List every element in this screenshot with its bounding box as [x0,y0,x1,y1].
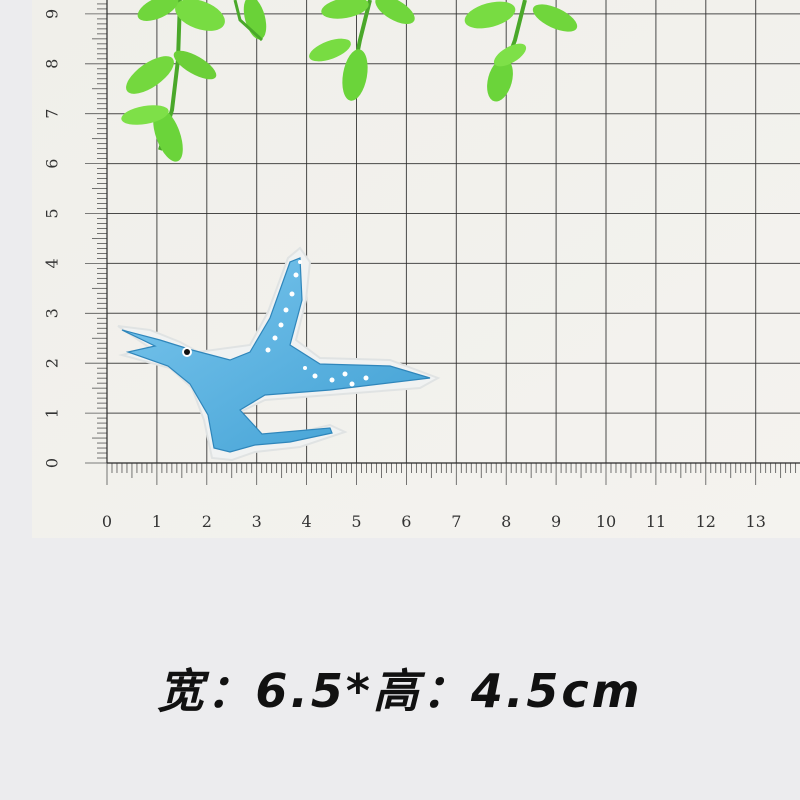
x-tick-label: 11 [646,512,666,531]
leaf-sprigs [121,0,578,162]
y-tick-label: 0 [43,458,62,468]
x-tick-label: 2 [202,512,212,531]
size-caption: 宽：6.5*高：4.5cm [157,664,643,718]
x-tick-label: 3 [252,512,262,531]
y-tick-label: 1 [43,408,62,418]
grid-paper [32,0,800,538]
x-tick-label: 9 [551,512,561,531]
x-tick-label: 5 [351,512,361,531]
pterosaur-patch [117,246,441,462]
x-tick-label: 8 [501,512,511,531]
x-tick-label: 12 [696,512,716,531]
x-tick-label: 10 [596,512,616,531]
y-tick-label: 9 [43,9,62,19]
x-tick-label: 0 [102,512,112,531]
y-tick-label: 8 [43,59,62,69]
y-tick-label: 6 [43,159,62,169]
y-tick-label: 7 [43,109,62,119]
y-tick-label: 5 [43,208,62,218]
y-ruler-labels: 0 1 2 3 4 5 6 7 8 9 [43,9,62,468]
x-tick-label: 1 [152,512,162,531]
y-tick-label: 3 [43,308,62,318]
x-tick-label: 6 [401,512,411,531]
x-tick-label: 13 [746,512,766,531]
y-tick-label: 2 [43,358,62,368]
y-tick-label: 4 [43,258,62,268]
x-tick-label: 7 [451,512,461,531]
x-ruler-labels: 0123456789101112131 [102,512,766,531]
x-tick-label: 4 [302,512,312,531]
